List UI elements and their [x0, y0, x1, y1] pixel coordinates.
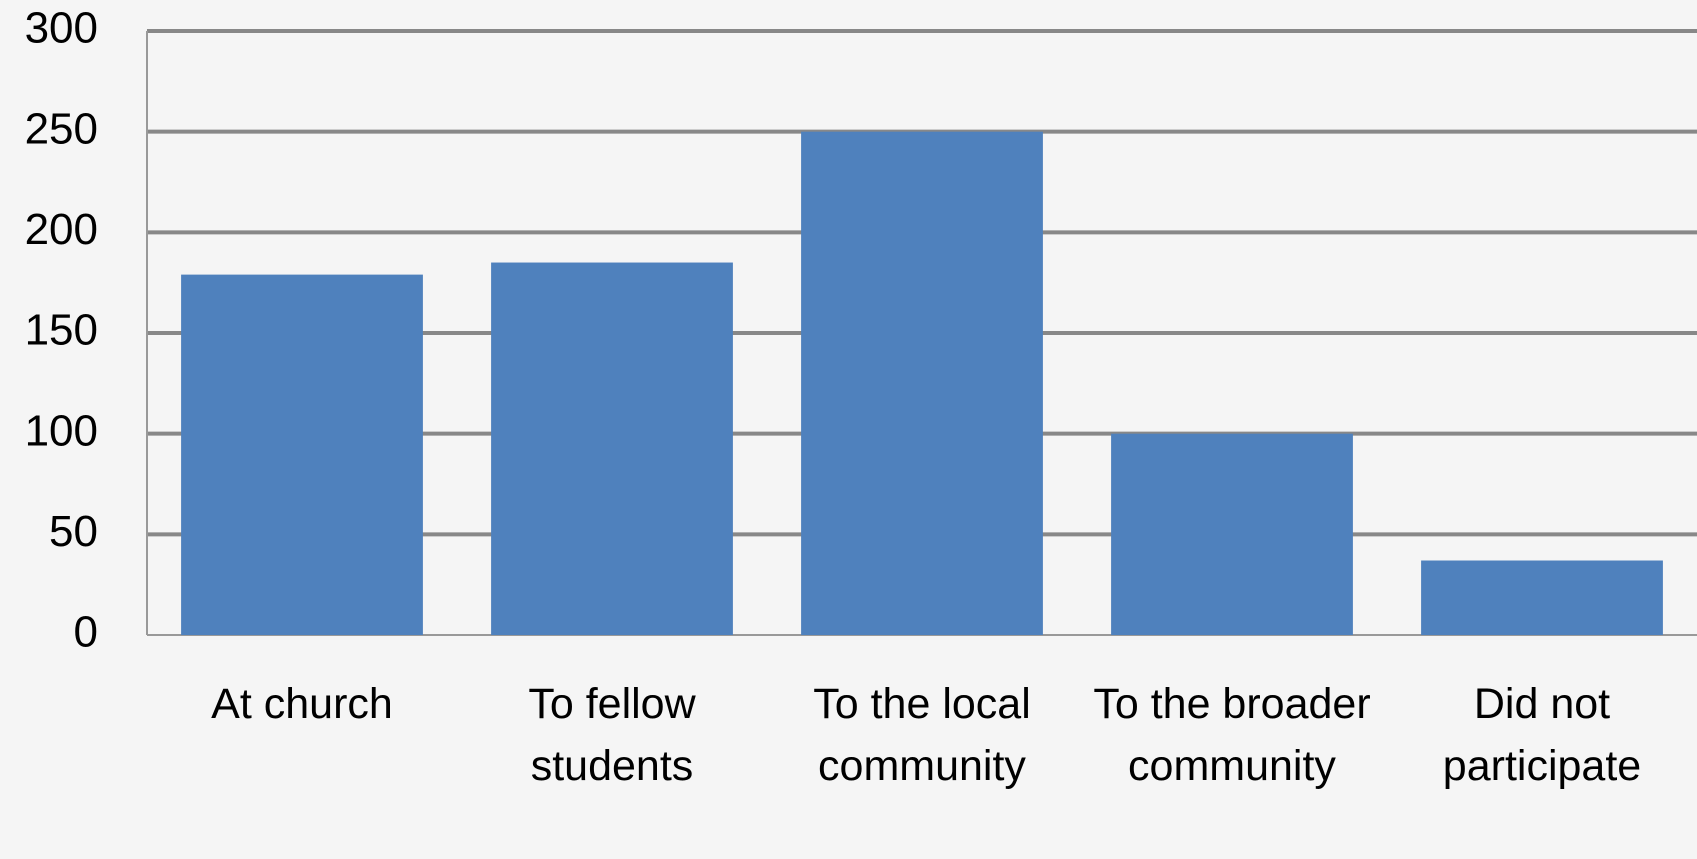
x-tick-label: To fellow students — [528, 680, 696, 790]
x-tick-label: Did not participate — [1442, 680, 1642, 790]
y-tick-label: 150 — [25, 306, 98, 355]
bar — [1421, 560, 1663, 635]
x-tick-label: To the local community — [813, 680, 1031, 790]
bar — [491, 262, 733, 635]
y-tick-label: 100 — [25, 406, 98, 455]
x-tick-label: At church — [211, 680, 393, 728]
y-tick-label: 300 — [25, 4, 98, 53]
y-tick-label: 0 — [74, 608, 98, 657]
bar — [1111, 433, 1353, 635]
y-tick-label: 200 — [25, 205, 98, 254]
bar — [181, 274, 423, 635]
x-tick-label: To the broader community — [1093, 680, 1371, 790]
y-tick-label: 250 — [25, 104, 98, 153]
bar — [801, 131, 1043, 635]
y-tick-label: 50 — [49, 507, 98, 556]
